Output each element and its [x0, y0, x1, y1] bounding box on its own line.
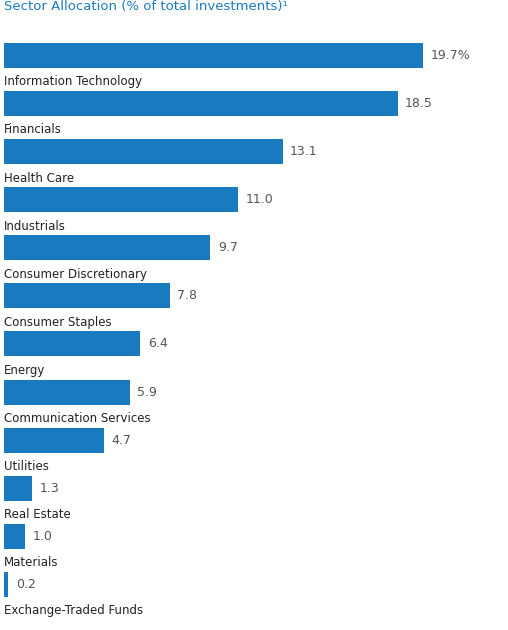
Text: Health Care: Health Care [4, 171, 74, 185]
Text: 11.0: 11.0 [245, 193, 273, 206]
Text: Information Technology: Information Technology [4, 76, 142, 88]
Bar [4, 572, 9, 597]
Text: Utilities: Utilities [4, 460, 49, 473]
Bar [4, 91, 398, 116]
Text: 5.9: 5.9 [137, 386, 157, 399]
Text: Energy: Energy [4, 364, 46, 377]
Text: 1.0: 1.0 [33, 530, 53, 543]
Bar [4, 476, 32, 501]
Text: 7.8: 7.8 [177, 289, 198, 302]
Text: 19.7%: 19.7% [430, 49, 470, 62]
Bar [4, 139, 283, 164]
Text: 6.4: 6.4 [148, 338, 168, 350]
Text: 9.7: 9.7 [218, 241, 238, 255]
Bar [4, 428, 104, 453]
Text: Communication Services: Communication Services [4, 412, 151, 425]
Text: 18.5: 18.5 [405, 97, 433, 110]
Bar [4, 43, 423, 68]
Text: Exchange-Traded Funds: Exchange-Traded Funds [4, 604, 143, 617]
Text: Sector Allocation (% of total investments)¹: Sector Allocation (% of total investment… [4, 0, 288, 13]
Text: Financials: Financials [4, 123, 62, 137]
Text: 13.1: 13.1 [290, 145, 318, 158]
Text: Consumer Staples: Consumer Staples [4, 316, 112, 329]
Text: 1.3: 1.3 [39, 482, 59, 495]
Text: 4.7: 4.7 [112, 433, 132, 447]
Bar [4, 187, 238, 212]
Bar [4, 379, 130, 404]
Bar [4, 235, 210, 260]
Text: Industrials: Industrials [4, 220, 66, 232]
Text: Materials: Materials [4, 556, 58, 570]
Bar [4, 524, 25, 549]
Text: Real Estate: Real Estate [4, 508, 71, 521]
Bar [4, 284, 170, 309]
Text: 0.2: 0.2 [16, 578, 36, 591]
Text: Consumer Discretionary: Consumer Discretionary [4, 268, 147, 281]
Bar [4, 331, 140, 357]
